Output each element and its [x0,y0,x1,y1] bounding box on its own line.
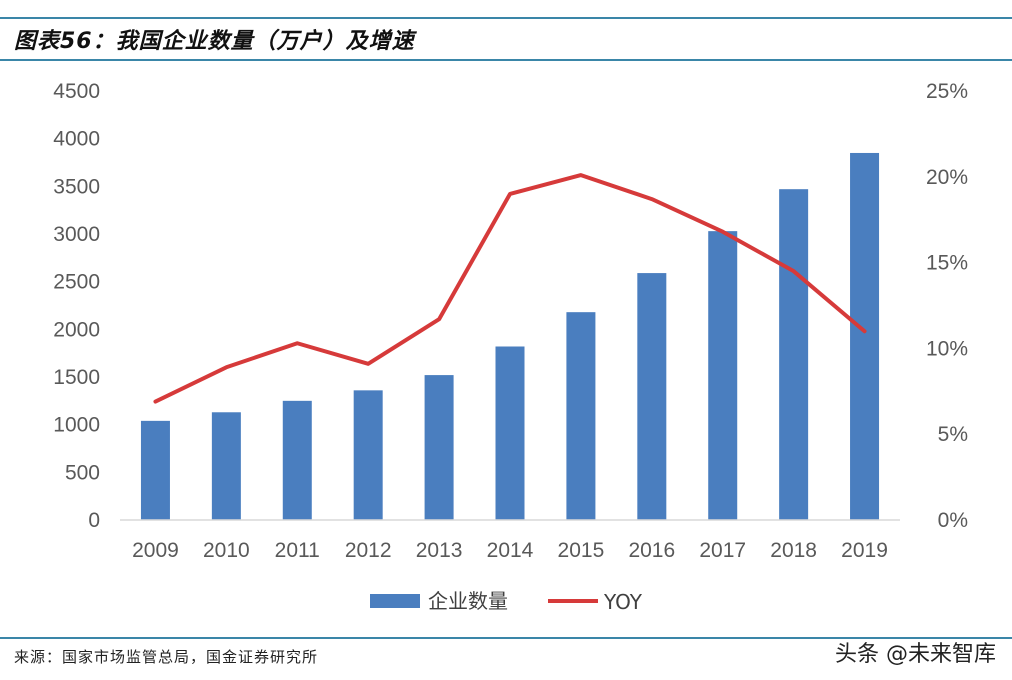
legend-swatch-bar [370,594,420,608]
title-bar: 图表56：我国企业数量（万户）及增速 [0,17,1012,61]
right-axis-ticks: 0% 5% 10% 15% 20% 25% [926,80,968,532]
left-tick-label: 4500 [53,80,100,103]
left-tick-label: 0 [88,509,100,532]
legend-label-line: YOY [603,590,643,614]
legend: 企业数量 YOY [370,589,643,614]
x-tick-label: 2010 [203,539,250,562]
x-tick-label: 2018 [770,539,817,562]
left-axis-ticks: 0 500 1000 1500 2000 2500 3000 3500 4000 4500 [53,80,100,532]
x-tick-label: 2016 [628,539,675,562]
x-tick-label: 2015 [558,539,605,562]
bar-2014 [495,346,525,520]
source-note: 来源：国家市场监管总局，国金证券研究所 [14,648,319,666]
bar-2009 [140,420,170,520]
right-tick-label: 25% [926,80,968,103]
chart-title: 图表56：我国企业数量（万户）及增速 [14,29,415,54]
x-tick-label: 2019 [841,539,888,562]
bar-2019 [850,152,880,520]
bar-2015 [566,312,596,520]
bar-2018 [779,189,809,520]
watermark: 头条 @未来智库 [835,642,996,667]
x-tick-label: 2011 [275,539,320,562]
bar-series [140,152,880,520]
x-tick-label: 2009 [132,539,179,562]
right-tick-label: 0% [938,509,968,532]
left-tick-label: 500 [65,461,100,484]
left-tick-label: 3500 [53,175,100,198]
legend-label-bar: 企业数量 [428,589,508,613]
footer-rule [0,637,1012,639]
bar-2011 [282,400,312,520]
bar-2017 [708,231,738,520]
bar-2010 [211,412,241,520]
right-tick-label: 15% [926,252,968,275]
x-axis-ticks: 2009 2010 2011 2012 2013 2014 2015 2016 2017 2018… [132,539,888,562]
x-tick-label: 2014 [487,539,534,562]
right-tick-label: 10% [926,337,968,360]
x-tick-label: 2012 [345,539,392,562]
right-tick-label: 20% [926,166,968,189]
right-tick-label: 5% [938,423,968,446]
bar-2012 [353,390,383,520]
left-tick-label: 1000 [53,414,100,437]
left-tick-label: 2500 [53,271,100,294]
line-series [153,173,867,404]
left-tick-label: 3000 [53,223,100,246]
left-tick-label: 1500 [53,366,100,389]
x-tick-label: 2013 [416,539,463,562]
x-tick-label: 2017 [699,539,746,562]
bar-2016 [637,273,667,520]
left-tick-label: 2000 [53,318,100,341]
bar-2013 [424,375,454,520]
left-tick-label: 4000 [53,128,100,151]
